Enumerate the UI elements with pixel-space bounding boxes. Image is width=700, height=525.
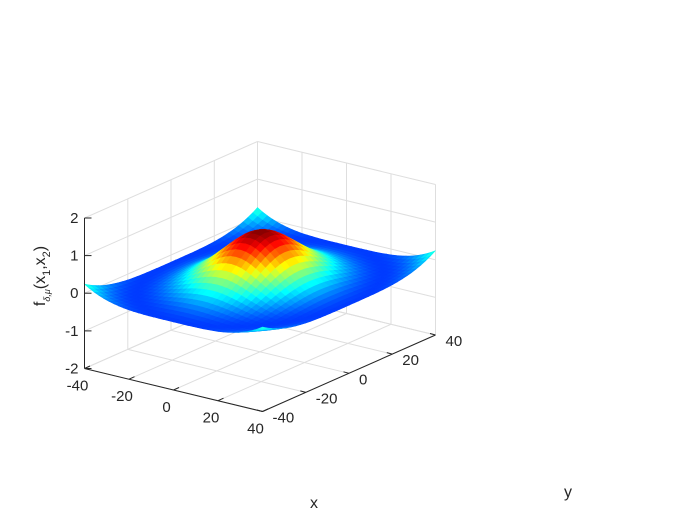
x-tick-mark <box>217 397 224 402</box>
y-tick-mark <box>343 371 350 374</box>
axes-box <box>84 217 436 412</box>
x-tick-mark <box>262 408 269 412</box>
tick-labels: -2 -1 0 1 2 -40 -20 0 20 40 -40 -20 0 20 40 <box>65 210 462 438</box>
x-tick-label: 0 <box>162 399 170 416</box>
y-tick-label: -40 <box>273 410 295 427</box>
y-tick-mark <box>300 390 306 393</box>
surface-patch <box>257 326 268 330</box>
z-tick-label: -2 <box>65 361 78 378</box>
y-tick-mark <box>386 352 393 355</box>
x-tick-mark <box>128 376 135 380</box>
y-tick-label: 0 <box>359 371 367 388</box>
grid-line-back-z <box>257 178 436 223</box>
y-tick-label: -20 <box>316 390 338 407</box>
y-tick-label: 40 <box>446 333 463 350</box>
grid-line-left-z <box>84 216 258 294</box>
x-tick-label: -40 <box>67 378 89 395</box>
grid-line-left-z <box>84 141 258 219</box>
x-tick-mark <box>173 387 180 391</box>
grid-line-floor-y <box>170 329 350 374</box>
z-tick-label: 2 <box>70 210 78 227</box>
z-tick-label: -1 <box>65 323 78 340</box>
z-tick-label: 1 <box>70 248 78 265</box>
x-tick-label: -20 <box>111 388 133 405</box>
grid-line-left-z <box>84 178 258 257</box>
grid-line-floor-y <box>127 348 306 393</box>
grid-line-back-z <box>257 141 436 185</box>
y-axis-label: y <box>564 484 572 501</box>
x-tick-mark <box>84 365 91 369</box>
y-tick-mark <box>256 409 263 412</box>
x-tick-label: 20 <box>203 410 220 427</box>
z-tick-label: 0 <box>70 285 78 302</box>
x-tick-label: 40 <box>247 421 264 438</box>
surface-mesh <box>83 207 436 333</box>
z-axis-label: fδ,μ(x1,x2) <box>32 246 53 306</box>
y-tick-label: 20 <box>402 352 419 369</box>
x-axis-label: x <box>310 495 318 512</box>
y-tick-mark <box>429 333 436 336</box>
grid-line-back-z <box>257 216 436 261</box>
